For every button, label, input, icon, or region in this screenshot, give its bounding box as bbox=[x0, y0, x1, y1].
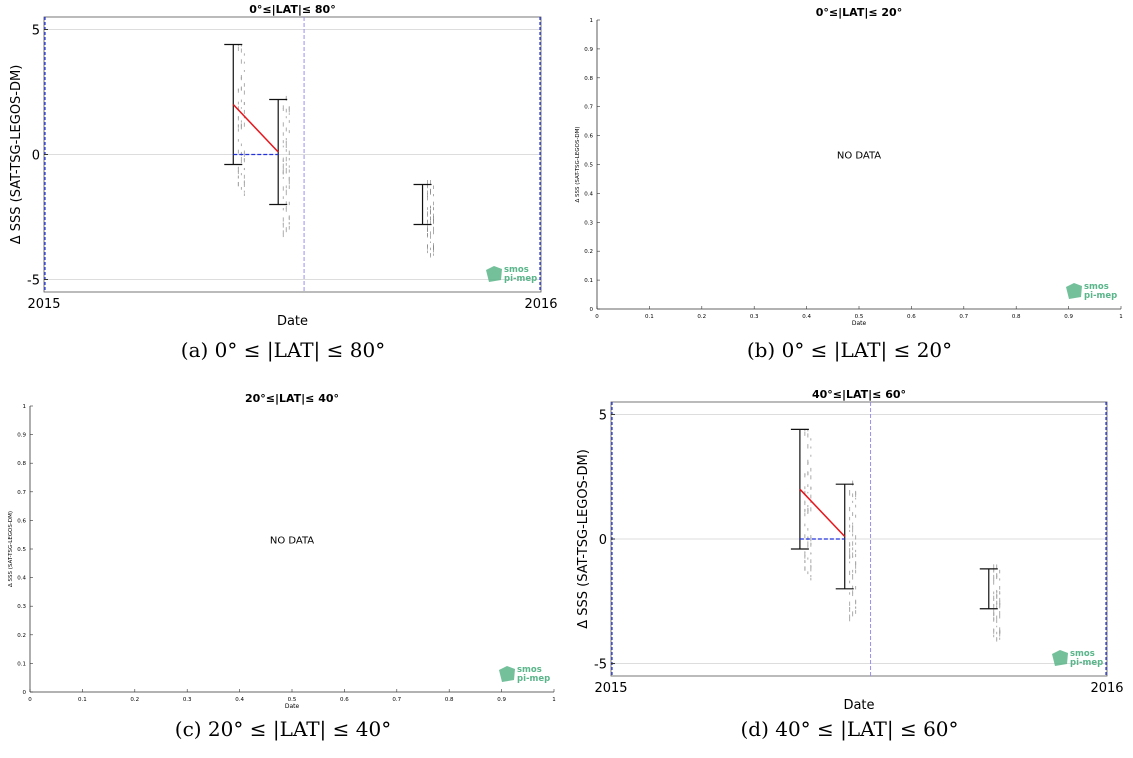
x-tick-label: 0.4 bbox=[802, 314, 811, 320]
y-axis-label: Δ SSS (SAT-TSG-LEGOS-DM) bbox=[575, 127, 581, 203]
y-tick-label: 0.2 bbox=[584, 249, 593, 255]
y-tick-label: -5 bbox=[594, 658, 607, 673]
x-tick-label: 0 bbox=[595, 314, 599, 320]
x-tick-label: 0.7 bbox=[959, 314, 968, 320]
y-tick-label: 0.7 bbox=[17, 490, 26, 496]
y-tick-label: 0 bbox=[32, 149, 40, 164]
x-tick-label: 1 bbox=[1119, 314, 1123, 320]
x-tick-label: 2016 bbox=[1090, 681, 1123, 696]
x-tick-label: 0.5 bbox=[288, 697, 297, 703]
chart-title: 0°≤|LAT|≤ 20° bbox=[816, 6, 902, 19]
y-tick-label: 0.6 bbox=[17, 518, 26, 524]
smos-logo-icon bbox=[1066, 283, 1082, 299]
y-tick-label: 0.4 bbox=[17, 576, 26, 582]
logo-text: pi-mep bbox=[1070, 658, 1103, 668]
no-data-message: NO DATA bbox=[270, 535, 314, 546]
logo-text: smos bbox=[1070, 649, 1095, 659]
caption-c: (c) 20° ≤ |LAT| ≤ 40° bbox=[174, 717, 392, 741]
x-tick-label: 0.2 bbox=[130, 697, 139, 703]
y-tick-label: 0.1 bbox=[17, 661, 26, 667]
logo-text: pi-mep bbox=[504, 274, 537, 284]
chart-b: 0°≤|LAT|≤ 20° 0 0.1 0.2 0.3 0.4 0.5 0.6 0.7 0.8 0.… bbox=[575, 6, 1123, 327]
caption-d: (d) 40° ≤ |LAT| ≤ 60° bbox=[740, 717, 959, 741]
y-tick-label: 0.7 bbox=[584, 105, 593, 111]
x-tick-label: 0.6 bbox=[340, 697, 349, 703]
x-tick-label: 0.1 bbox=[645, 314, 654, 320]
x-tick-label: 0.6 bbox=[907, 314, 916, 320]
y-tick-label: 0.9 bbox=[584, 47, 593, 53]
y-tick-label: 0.3 bbox=[17, 604, 26, 610]
logo-text: smos bbox=[517, 665, 542, 675]
x-tick-label: 0.1 bbox=[78, 697, 87, 703]
x-tick-label: 2015 bbox=[594, 681, 627, 696]
panel-b: 0°≤|LAT|≤ 20° 0 0.1 0.2 0.3 0.4 0.5 0.6 0.7 0.8 0.… bbox=[566, 0, 1133, 379]
y-tick-label: 0.6 bbox=[584, 134, 593, 140]
smos-logo-icon bbox=[486, 266, 502, 282]
panel-d: 40°≤|LAT|≤ 60° -5 0 5 2015 2016 Date Δ SSS (SAT… bbox=[566, 379, 1133, 758]
y-axis-label: Δ SSS (SAT-TSG-LEGOS-DM) bbox=[9, 65, 24, 245]
y-tick-label: 0.9 bbox=[17, 433, 26, 439]
x-tick-label: 2016 bbox=[524, 297, 557, 312]
x-tick-label: 0.9 bbox=[497, 697, 506, 703]
x-tick-label: 0.8 bbox=[1012, 314, 1021, 320]
caption-a: (a) 0° ≤ |LAT| ≤ 80° bbox=[180, 338, 386, 362]
x-tick-label: 0.5 bbox=[855, 314, 864, 320]
y-tick-label: 0.1 bbox=[584, 278, 593, 284]
y-axis-label: Δ SSS (SAT-TSG-LEGOS-DM) bbox=[576, 449, 591, 629]
chart-a: 0°≤|LAT|≤ 80° -5 0 5 2015 2016 Date Δ SSS (SAT-… bbox=[9, 3, 558, 329]
logo-text: smos bbox=[1084, 282, 1109, 292]
logo-text: pi-mep bbox=[1084, 291, 1117, 301]
x-tick-label: 0.8 bbox=[445, 697, 454, 703]
logo-text: pi-mep bbox=[517, 674, 550, 684]
x-tick-label: 2015 bbox=[27, 297, 60, 312]
x-tick-label: 0.3 bbox=[183, 697, 192, 703]
y-tick-label: 0 bbox=[23, 690, 27, 696]
y-tick-label: 0 bbox=[599, 533, 607, 548]
logo-text: smos bbox=[504, 265, 529, 275]
y-tick-label: 0.3 bbox=[584, 220, 593, 226]
y-tick-label: 1 bbox=[23, 404, 27, 410]
x-tick-label: 0 bbox=[28, 697, 32, 703]
x-tick-label: 1 bbox=[552, 697, 556, 703]
chart-title: 0°≤|LAT|≤ 80° bbox=[249, 3, 335, 16]
chart-c: 20°≤|LAT|≤ 40° 0 0.1 0.2 0.3 0.4 0.5 0.6 0.7 0.8 0… bbox=[8, 392, 556, 710]
panel-c: 20°≤|LAT|≤ 40° 0 0.1 0.2 0.3 0.4 0.5 0.6 0.7 0.8 0… bbox=[0, 379, 566, 758]
y-tick-label: 0.8 bbox=[584, 76, 593, 82]
y-tick-label: 5 bbox=[32, 24, 40, 39]
y-tick-label: 1 bbox=[590, 18, 594, 24]
y-axis-label: Δ SSS (SAT-TSG-LEGOS-DM) bbox=[8, 511, 14, 587]
x-axis-label: Date bbox=[277, 314, 308, 329]
x-axis-label: Date bbox=[843, 698, 874, 713]
x-axis-label: Date bbox=[285, 703, 300, 710]
panel-a: 0°≤|LAT|≤ 80° -5 0 5 2015 2016 Date Δ SSS (SAT-… bbox=[0, 0, 566, 379]
y-tick-label: -5 bbox=[27, 274, 40, 289]
x-tick-label: 0.3 bbox=[750, 314, 759, 320]
y-tick-label: 0.5 bbox=[17, 547, 26, 553]
mean-line bbox=[799, 488, 846, 538]
chart-title: 40°≤|LAT|≤ 60° bbox=[812, 388, 906, 401]
y-tick-label: 0.5 bbox=[584, 163, 593, 169]
chart-d: 40°≤|LAT|≤ 60° -5 0 5 2015 2016 Date Δ SSS (SAT… bbox=[576, 388, 1124, 713]
mean-line bbox=[232, 103, 279, 153]
y-tick-label: 0 bbox=[590, 307, 594, 313]
smos-logo-icon bbox=[499, 666, 515, 682]
smos-logo-icon bbox=[1052, 650, 1068, 666]
x-axis-label: Date bbox=[852, 320, 867, 327]
no-data-message: NO DATA bbox=[837, 151, 881, 162]
y-tick-label: 0.4 bbox=[584, 191, 593, 197]
y-tick-label: 5 bbox=[599, 408, 607, 423]
y-tick-label: 0.2 bbox=[17, 633, 26, 639]
x-tick-label: 0.2 bbox=[697, 314, 706, 320]
chart-title: 20°≤|LAT|≤ 40° bbox=[245, 392, 339, 405]
x-tick-label: 0.9 bbox=[1064, 314, 1073, 320]
x-tick-label: 0.4 bbox=[235, 697, 244, 703]
y-tick-label: 0.8 bbox=[17, 461, 26, 467]
caption-b: (b) 0° ≤ |LAT| ≤ 20° bbox=[746, 338, 953, 362]
x-tick-label: 0.7 bbox=[392, 697, 401, 703]
